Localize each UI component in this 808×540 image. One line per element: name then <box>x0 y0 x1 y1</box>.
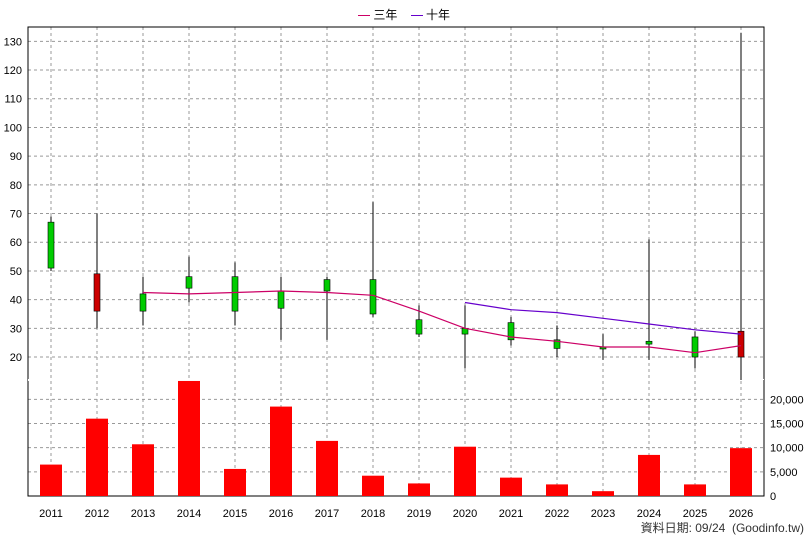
x-tick-label: 2021 <box>499 508 523 520</box>
average-lines <box>142 290 742 354</box>
footer-text: 資料日期: 09/24 (Goodinfo.tw) <box>640 521 804 535</box>
axis-layer <box>27 26 765 497</box>
volume-bar <box>86 418 108 496</box>
price-tick-label: 40 <box>10 295 22 307</box>
legend-swatch-10y <box>410 15 423 17</box>
x-tick-label: 2019 <box>407 508 431 520</box>
x-tick-label: 2012 <box>85 508 109 520</box>
price-tick-label: 130 <box>4 36 22 48</box>
price-tick-label: 70 <box>10 209 22 221</box>
volume-bar <box>546 484 568 496</box>
x-tick-label: 2025 <box>683 508 707 520</box>
volume-bar <box>362 475 384 496</box>
candle-body <box>231 276 239 312</box>
volume-tick-label: 5,000 <box>770 467 798 479</box>
volume-bar <box>638 454 660 496</box>
volume-bar <box>40 464 62 496</box>
volume-bar <box>684 484 706 496</box>
candle-bodies <box>47 221 745 358</box>
x-tick-label: 2023 <box>591 508 615 520</box>
volume-bar <box>592 491 614 496</box>
legend-label-3y: 三年 <box>373 8 398 22</box>
candle-body <box>645 340 653 345</box>
candle-body <box>93 273 101 312</box>
price-tick-label: 80 <box>10 180 22 192</box>
candle-body <box>415 319 423 335</box>
volume-tick-label: 15,000 <box>770 419 804 431</box>
line-10y <box>464 301 742 335</box>
legend-swatch-3y <box>357 15 370 17</box>
price-tick-label: 110 <box>4 94 22 106</box>
x-tick-label: 2022 <box>545 508 569 520</box>
plot-frame <box>27 26 765 497</box>
legend: 三年 十年 <box>0 6 808 23</box>
candle-body <box>507 322 515 341</box>
x-tick-label: 2011 <box>39 508 63 520</box>
x-tick-label: 2014 <box>177 508 201 520</box>
x-tick-label: 2018 <box>361 508 385 520</box>
candle-body <box>323 279 331 292</box>
legend-item-3y: 三年 <box>357 8 401 22</box>
x-tick-label: 2024 <box>637 508 661 520</box>
price-tick-label: 120 <box>4 65 22 77</box>
candle-body <box>737 330 745 358</box>
tick-labels: 20 30 40 50 60 70 80 90 100 110 120 130 0 5,000 10,000… <box>4 36 804 520</box>
volume-tick-label: 20,000 <box>770 394 804 406</box>
candle-body <box>277 290 285 309</box>
price-tick-label: 20 <box>10 352 22 364</box>
volume-tick-label: 10,000 <box>770 443 804 455</box>
x-tick-label: 2020 <box>453 508 477 520</box>
price-tick-label: 90 <box>10 151 22 163</box>
x-tick-label: 2026 <box>729 508 753 520</box>
volume-bar <box>454 446 476 496</box>
candle-body <box>369 279 377 315</box>
candle-body <box>185 276 193 289</box>
volume-bar <box>500 477 522 496</box>
legend-item-10y: 十年 <box>410 8 451 22</box>
volume-bar <box>408 483 430 496</box>
x-tick-label: 2013 <box>131 508 155 520</box>
price-tick-label: 50 <box>10 266 22 278</box>
candle-body <box>691 336 699 358</box>
price-tick-label: 100 <box>4 122 22 134</box>
volume-bar <box>316 440 338 496</box>
volume-bar <box>178 380 200 496</box>
volume-tick-label: 0 <box>770 491 776 503</box>
candle-body <box>553 339 561 349</box>
x-tick-label: 2016 <box>269 508 293 520</box>
volume-bar <box>730 448 752 496</box>
volume-bar <box>270 406 292 496</box>
candle-body <box>47 221 55 269</box>
price-tick-label: 30 <box>10 323 22 335</box>
volume-bar <box>224 468 246 496</box>
volume-bar <box>132 444 154 496</box>
grid-layer <box>28 27 764 496</box>
volume-bars <box>40 380 752 496</box>
price-tick-label: 60 <box>10 237 22 249</box>
candle-body <box>139 293 147 312</box>
x-tick-label: 2017 <box>315 508 339 520</box>
line-3y <box>142 290 742 354</box>
legend-label-10y: 十年 <box>426 8 451 22</box>
x-tick-label: 2015 <box>223 508 247 520</box>
